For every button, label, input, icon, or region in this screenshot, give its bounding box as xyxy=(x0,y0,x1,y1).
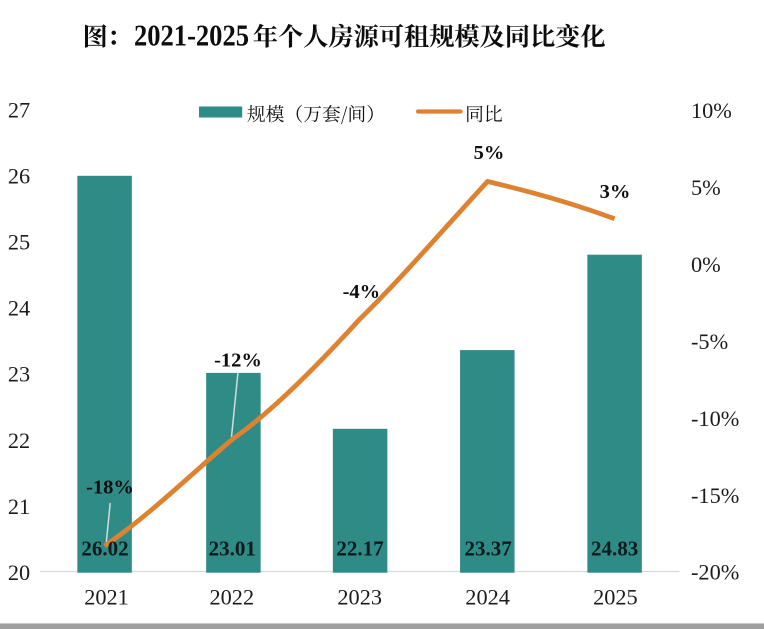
svg-text:27: 27 xyxy=(8,97,30,122)
svg-text:21: 21 xyxy=(8,494,30,519)
svg-text:-12%: -12% xyxy=(214,349,262,371)
svg-text:-20%: -20% xyxy=(691,560,739,585)
svg-text:-18%: -18% xyxy=(86,476,134,498)
svg-text:23.01: 23.01 xyxy=(209,536,256,560)
svg-text:26.02: 26.02 xyxy=(81,536,128,560)
svg-text:-15%: -15% xyxy=(691,483,739,508)
svg-text:-4%: -4% xyxy=(343,281,381,303)
svg-text:22.17: 22.17 xyxy=(336,536,383,560)
svg-text:24.83: 24.83 xyxy=(591,536,638,560)
svg-text:25: 25 xyxy=(8,230,30,255)
svg-text:5%: 5% xyxy=(474,142,505,164)
svg-text:2023: 2023 xyxy=(337,585,382,610)
svg-text:23: 23 xyxy=(8,362,30,387)
svg-text:-10%: -10% xyxy=(691,406,739,431)
svg-text:22: 22 xyxy=(8,428,30,453)
svg-text:26: 26 xyxy=(8,163,30,188)
svg-text:23.37: 23.37 xyxy=(464,536,511,560)
svg-text:3%: 3% xyxy=(600,181,631,203)
svg-text:2021-2025: 2021-2025 xyxy=(134,18,249,52)
svg-text:2024: 2024 xyxy=(465,585,510,610)
svg-text:0%: 0% xyxy=(691,252,721,277)
svg-text:24: 24 xyxy=(8,296,30,321)
svg-text:-5%: -5% xyxy=(691,329,728,354)
svg-text:20: 20 xyxy=(8,560,30,585)
svg-text:5%: 5% xyxy=(691,175,721,200)
svg-text:2022: 2022 xyxy=(210,585,255,610)
svg-text:2021: 2021 xyxy=(84,585,129,610)
svg-text:10%: 10% xyxy=(691,98,732,123)
svg-text:2025: 2025 xyxy=(593,585,638,610)
